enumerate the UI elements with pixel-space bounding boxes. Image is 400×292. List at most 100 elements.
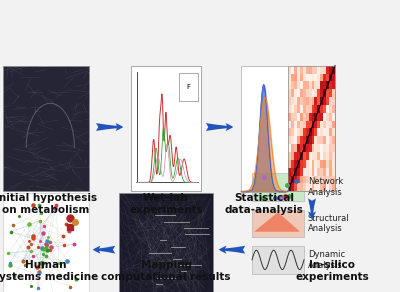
FancyBboxPatch shape <box>297 144 300 152</box>
FancyBboxPatch shape <box>332 97 335 105</box>
FancyBboxPatch shape <box>323 89 326 97</box>
FancyBboxPatch shape <box>306 136 308 144</box>
FancyBboxPatch shape <box>329 66 332 74</box>
FancyBboxPatch shape <box>303 105 306 113</box>
FancyBboxPatch shape <box>300 160 303 168</box>
FancyBboxPatch shape <box>306 105 308 113</box>
FancyBboxPatch shape <box>291 144 294 152</box>
FancyBboxPatch shape <box>314 89 317 97</box>
FancyBboxPatch shape <box>308 74 312 81</box>
FancyBboxPatch shape <box>320 175 323 183</box>
FancyBboxPatch shape <box>332 175 335 183</box>
FancyBboxPatch shape <box>252 246 304 274</box>
FancyBboxPatch shape <box>300 175 303 183</box>
Text: Initial hypothesis
on metabolism: Initial hypothesis on metabolism <box>0 193 97 215</box>
FancyBboxPatch shape <box>306 81 308 89</box>
FancyBboxPatch shape <box>317 121 320 128</box>
Text: Dynamic
Analysis: Dynamic Analysis <box>308 250 345 270</box>
FancyBboxPatch shape <box>312 128 314 136</box>
FancyBboxPatch shape <box>303 160 306 168</box>
FancyBboxPatch shape <box>326 113 329 121</box>
FancyBboxPatch shape <box>308 121 312 128</box>
FancyBboxPatch shape <box>291 74 294 81</box>
FancyBboxPatch shape <box>303 81 306 89</box>
FancyBboxPatch shape <box>300 144 303 152</box>
FancyBboxPatch shape <box>326 136 329 144</box>
Text: Human
systems medicine: Human systems medicine <box>0 260 99 282</box>
FancyBboxPatch shape <box>326 168 329 175</box>
FancyBboxPatch shape <box>303 121 306 128</box>
FancyBboxPatch shape <box>297 97 300 105</box>
FancyBboxPatch shape <box>297 152 300 160</box>
FancyBboxPatch shape <box>303 152 306 160</box>
FancyBboxPatch shape <box>312 121 314 128</box>
FancyBboxPatch shape <box>303 128 306 136</box>
FancyBboxPatch shape <box>288 74 291 81</box>
FancyBboxPatch shape <box>320 121 323 128</box>
FancyBboxPatch shape <box>303 66 306 74</box>
FancyBboxPatch shape <box>326 105 329 113</box>
FancyBboxPatch shape <box>314 81 317 89</box>
FancyBboxPatch shape <box>303 136 306 144</box>
FancyBboxPatch shape <box>317 97 320 105</box>
FancyBboxPatch shape <box>323 175 326 183</box>
FancyBboxPatch shape <box>291 128 294 136</box>
FancyBboxPatch shape <box>297 160 300 168</box>
FancyBboxPatch shape <box>119 193 213 292</box>
FancyBboxPatch shape <box>326 81 329 89</box>
FancyBboxPatch shape <box>332 152 335 160</box>
FancyBboxPatch shape <box>306 152 308 160</box>
FancyBboxPatch shape <box>329 81 332 89</box>
FancyBboxPatch shape <box>312 175 314 183</box>
FancyBboxPatch shape <box>306 89 308 97</box>
FancyBboxPatch shape <box>288 168 291 175</box>
FancyBboxPatch shape <box>300 97 303 105</box>
FancyBboxPatch shape <box>300 74 303 81</box>
FancyBboxPatch shape <box>306 74 308 81</box>
FancyBboxPatch shape <box>291 81 294 89</box>
FancyBboxPatch shape <box>306 113 308 121</box>
FancyBboxPatch shape <box>291 89 294 97</box>
FancyBboxPatch shape <box>288 144 291 152</box>
FancyBboxPatch shape <box>312 105 314 113</box>
FancyBboxPatch shape <box>306 66 308 74</box>
FancyBboxPatch shape <box>320 128 323 136</box>
FancyBboxPatch shape <box>303 97 306 105</box>
FancyBboxPatch shape <box>308 168 312 175</box>
FancyBboxPatch shape <box>312 136 314 144</box>
FancyBboxPatch shape <box>323 66 326 74</box>
FancyBboxPatch shape <box>291 152 294 160</box>
FancyBboxPatch shape <box>332 89 335 97</box>
FancyBboxPatch shape <box>303 113 306 121</box>
FancyBboxPatch shape <box>297 89 300 97</box>
FancyBboxPatch shape <box>320 97 323 105</box>
FancyBboxPatch shape <box>320 113 323 121</box>
FancyBboxPatch shape <box>314 121 317 128</box>
FancyBboxPatch shape <box>294 97 297 105</box>
FancyBboxPatch shape <box>294 160 297 168</box>
FancyBboxPatch shape <box>297 74 300 81</box>
FancyBboxPatch shape <box>317 144 320 152</box>
FancyBboxPatch shape <box>306 160 308 168</box>
FancyBboxPatch shape <box>332 160 335 168</box>
FancyBboxPatch shape <box>297 168 300 175</box>
FancyBboxPatch shape <box>297 175 300 183</box>
FancyBboxPatch shape <box>329 74 332 81</box>
FancyBboxPatch shape <box>317 105 320 113</box>
FancyBboxPatch shape <box>332 121 335 128</box>
FancyBboxPatch shape <box>326 152 329 160</box>
FancyBboxPatch shape <box>297 113 300 121</box>
FancyBboxPatch shape <box>300 183 303 191</box>
FancyBboxPatch shape <box>312 144 314 152</box>
FancyBboxPatch shape <box>297 183 300 191</box>
FancyBboxPatch shape <box>300 81 303 89</box>
FancyBboxPatch shape <box>288 183 291 191</box>
FancyBboxPatch shape <box>317 152 320 160</box>
FancyBboxPatch shape <box>329 160 332 168</box>
FancyBboxPatch shape <box>314 97 317 105</box>
FancyBboxPatch shape <box>312 160 314 168</box>
FancyBboxPatch shape <box>297 136 300 144</box>
FancyBboxPatch shape <box>294 105 297 113</box>
FancyBboxPatch shape <box>294 144 297 152</box>
FancyBboxPatch shape <box>252 173 304 201</box>
